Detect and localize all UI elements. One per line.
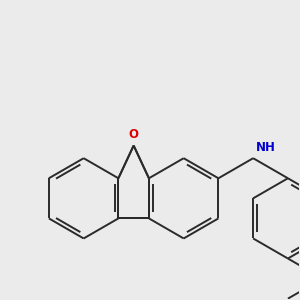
Text: NH: NH [256,141,276,154]
Text: O: O [129,128,139,141]
